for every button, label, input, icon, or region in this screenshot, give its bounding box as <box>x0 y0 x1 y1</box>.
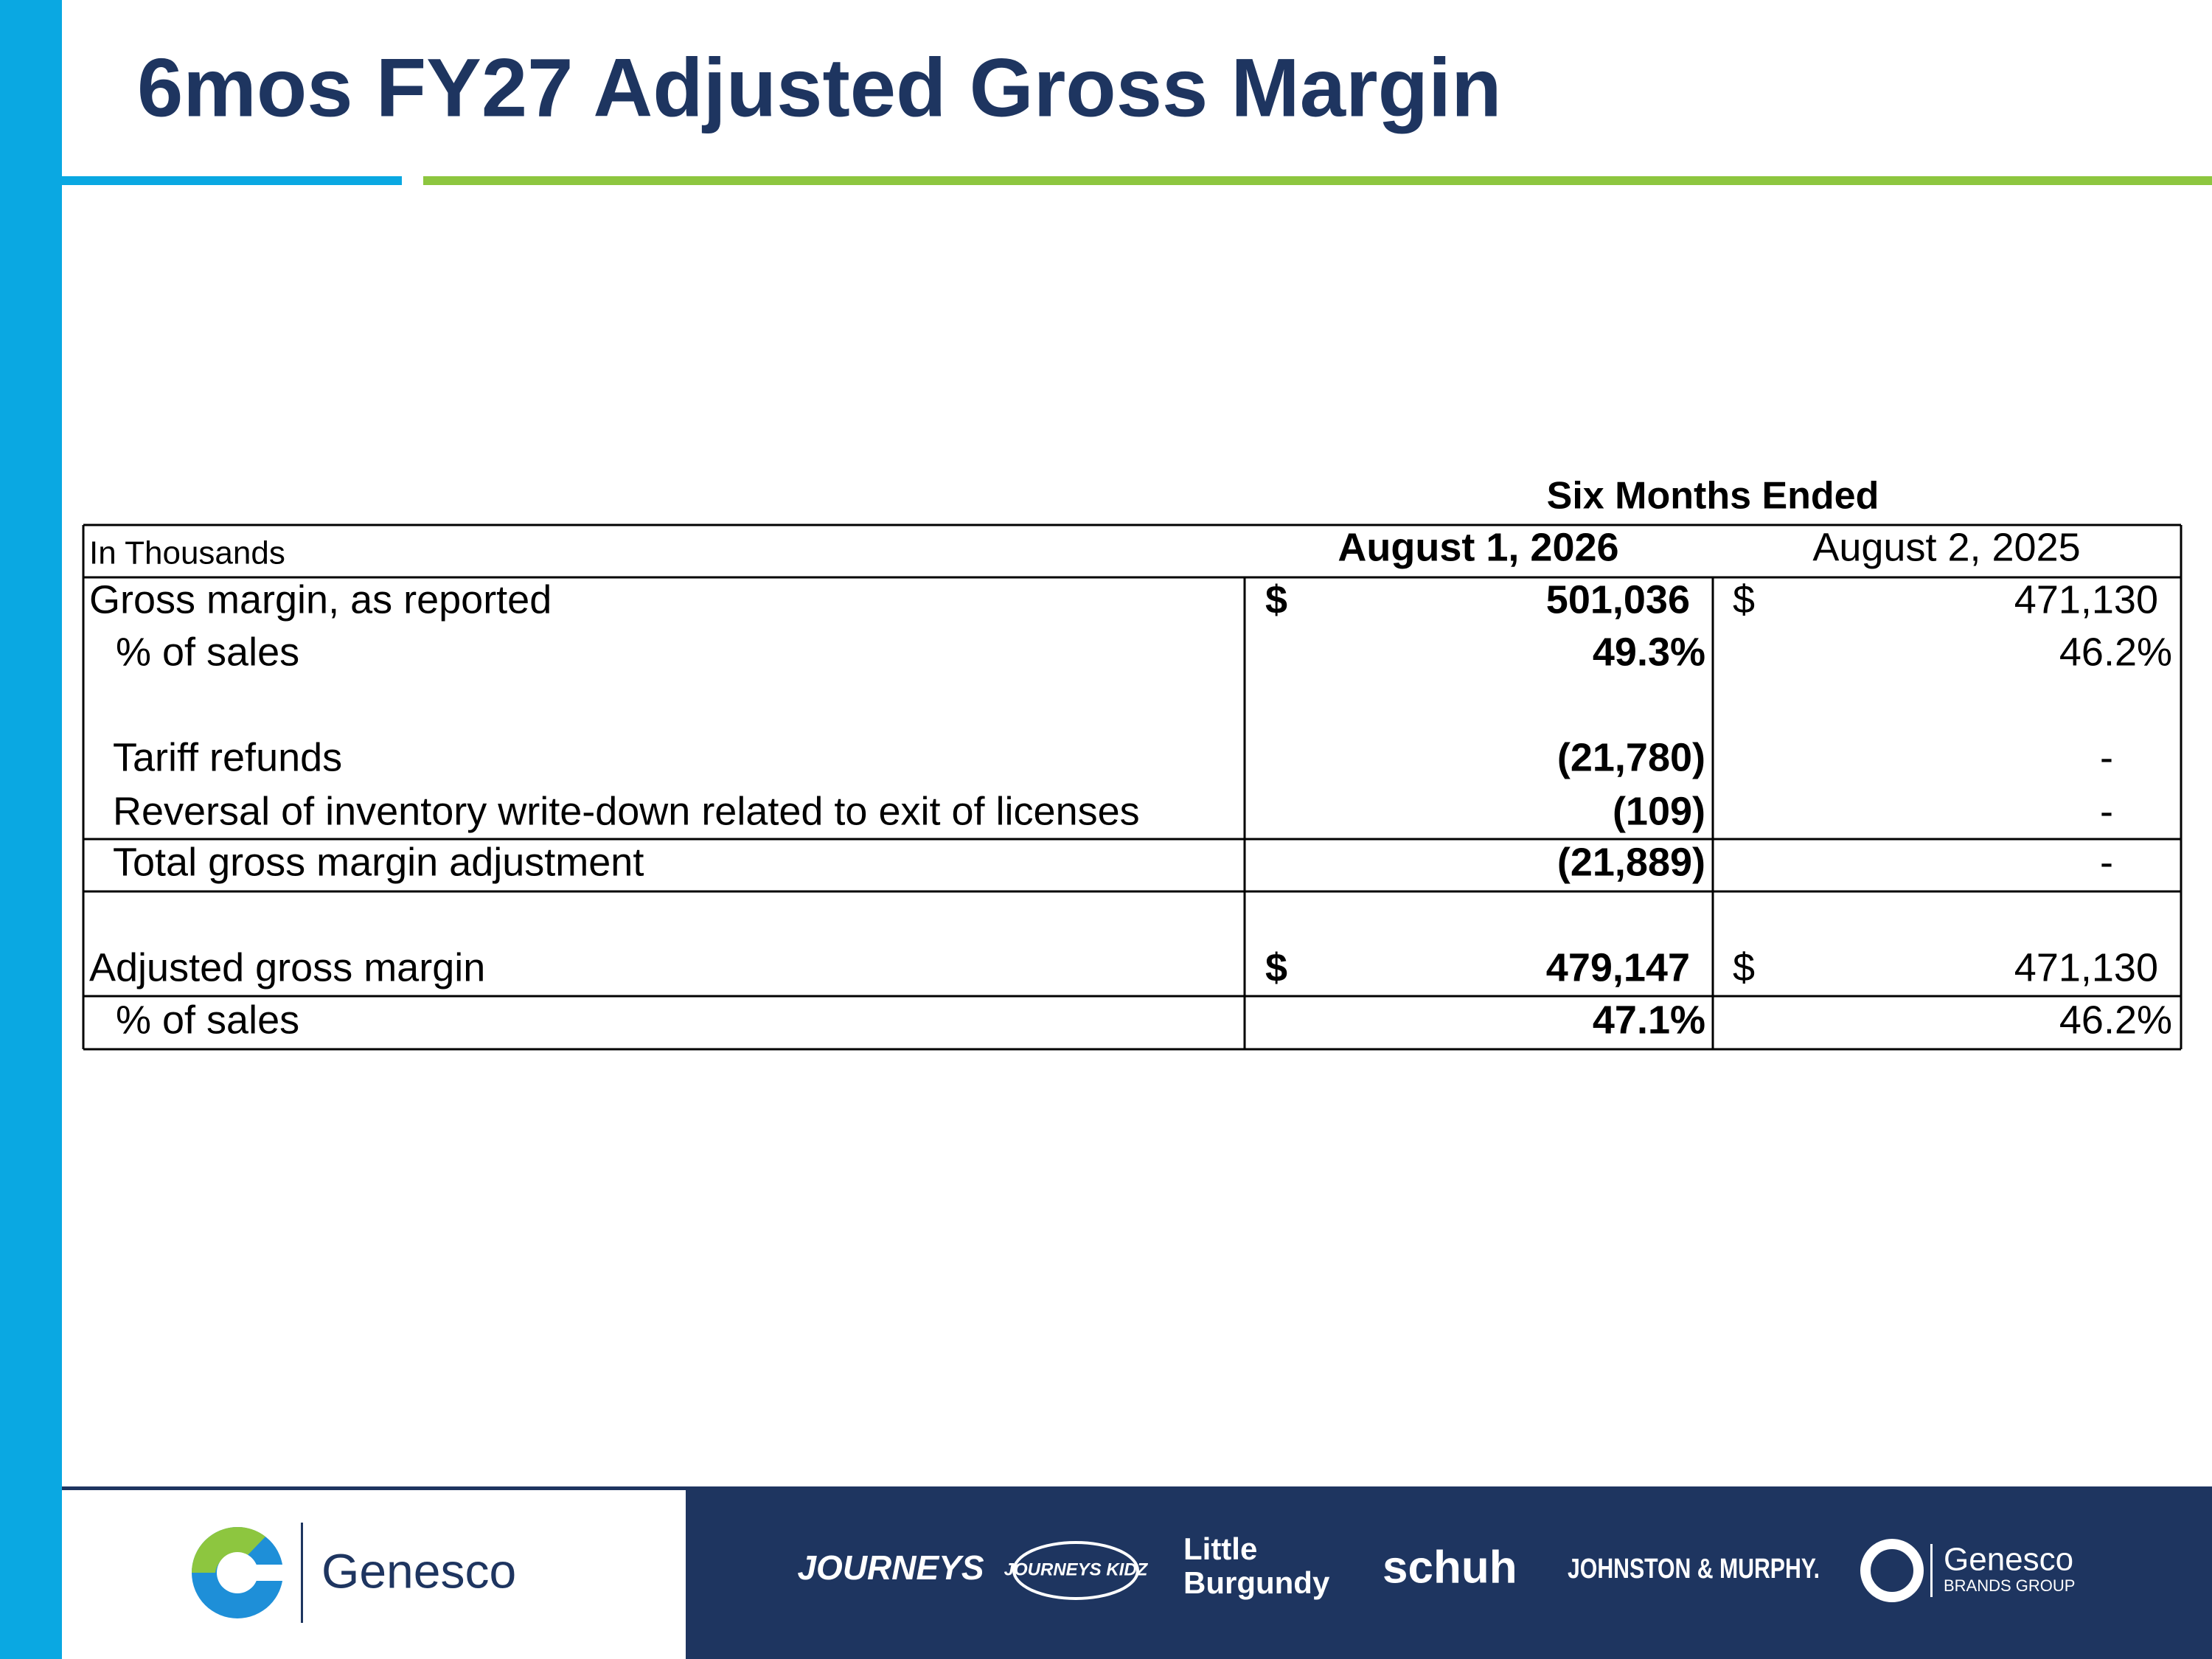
currency: $ <box>1733 945 1755 990</box>
cell-value: - <box>2100 789 2113 833</box>
cell-value: - <box>2100 840 2113 884</box>
row-label: % of sales <box>116 998 299 1042</box>
title: 6mos FY27 Adjusted Gross Margin <box>137 42 1502 134</box>
brand-name: JOURNEYS KIDZ <box>1004 1559 1149 1579</box>
cell-value: 47.1% <box>1593 998 1705 1042</box>
cell-value: 501,036 <box>1546 577 1690 622</box>
cell-value: 479,147 <box>1546 945 1690 990</box>
row-label: Total gross margin adjustment <box>113 840 644 884</box>
brand-name: Little <box>1183 1531 1257 1566</box>
brand-name: schuh <box>1382 1542 1517 1593</box>
cell-value: 471,130 <box>2014 945 2158 990</box>
cell-value: 49.3% <box>1593 630 1705 674</box>
currency: $ <box>1733 577 1755 622</box>
currency: $ <box>1265 945 1287 990</box>
title-rule-blue <box>62 176 402 185</box>
row-label: Tariff refunds <box>113 735 342 779</box>
brand-name: JOURNEYS <box>797 1548 984 1587</box>
brand-oval <box>1012 1541 1139 1600</box>
caption: Six Months Ended <box>1547 475 1879 518</box>
title-rule-green <box>423 176 2212 185</box>
cell-value: 46.2% <box>2059 630 2172 674</box>
side-bar <box>0 0 62 1659</box>
unit-label: In Thousands <box>89 535 285 571</box>
brands-divider <box>1930 1544 1933 1597</box>
table: Six Months Ended In Thousands August 1, 20… <box>82 475 2183 1051</box>
brand-name: Genesco <box>1944 1542 2073 1578</box>
row-label: % of sales <box>116 630 299 674</box>
logo-arc <box>192 1526 265 1573</box>
logo-hole <box>217 1552 258 1593</box>
currency: $ <box>1265 577 1287 622</box>
brand-name: Burgundy <box>1183 1565 1330 1600</box>
cell-value: - <box>2100 735 2113 779</box>
logo-text: Genesco <box>321 1543 516 1598</box>
cell-value: 46.2% <box>2059 998 2172 1042</box>
cell-value: (21,780) <box>1557 735 1705 779</box>
brands-logo-mark <box>1860 1539 1924 1602</box>
brand-name: BRANDS GROUP <box>1944 1576 2075 1595</box>
footer-band <box>686 1488 2212 1659</box>
genesco-logo-mark <box>192 1526 283 1618</box>
logo-divider <box>301 1523 303 1623</box>
cell-value: 471,130 <box>2014 577 2158 622</box>
row-label: Gross margin, as reported <box>89 577 552 622</box>
column-header: August 1, 2026 <box>1338 525 1618 569</box>
column-header: August 2, 2025 <box>1812 525 2080 569</box>
brand-name: JOHNSTON & MURPHY. <box>1568 1554 1820 1585</box>
row-label: Reversal of inventory write-down related… <box>113 789 1140 833</box>
cell-value: (21,889) <box>1557 840 1705 884</box>
cell-value: (109) <box>1613 789 1705 833</box>
row-label: Adjusted gross margin <box>89 945 485 990</box>
